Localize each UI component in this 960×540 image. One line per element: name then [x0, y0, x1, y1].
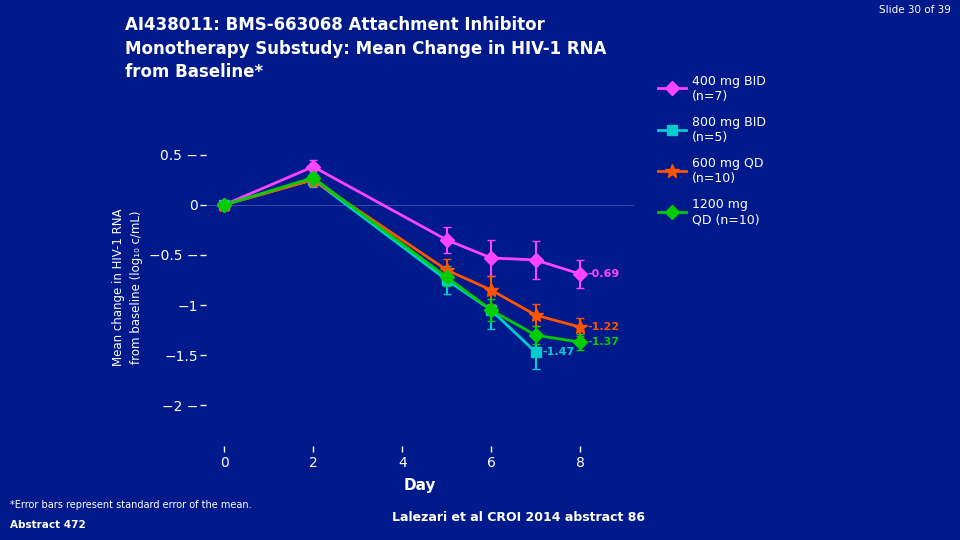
X-axis label: Day: Day: [404, 478, 436, 493]
Text: -1.22: -1.22: [587, 322, 619, 332]
Text: Slide 30 of 39: Slide 30 of 39: [878, 5, 950, 16]
Text: Lalezari et al CROI 2014 abstract 86: Lalezari et al CROI 2014 abstract 86: [392, 510, 645, 524]
Legend: 400 mg BID
(n=7), 800 mg BID
(n=5), 600 mg QD
(n=10), 1200 mg
QD (n=10): 400 mg BID (n=7), 800 mg BID (n=5), 600 …: [655, 71, 770, 230]
Text: -1.47: -1.47: [542, 347, 575, 357]
Text: Abstract 472: Abstract 472: [10, 520, 85, 530]
Y-axis label: Mean change in HIV-1 RNA
from baseline (log₁₀ c/mL): Mean change in HIV-1 RNA from baseline (…: [112, 209, 143, 366]
Text: -0.69: -0.69: [587, 269, 619, 279]
Text: AI438011: BMS-663068 Attachment Inhibitor
Monotherapy Substudy: Mean Change in H: AI438011: BMS-663068 Attachment Inhibito…: [125, 16, 606, 82]
Text: -1.37: -1.37: [587, 337, 619, 347]
Text: *Error bars represent standard error of the mean.: *Error bars represent standard error of …: [10, 500, 252, 510]
